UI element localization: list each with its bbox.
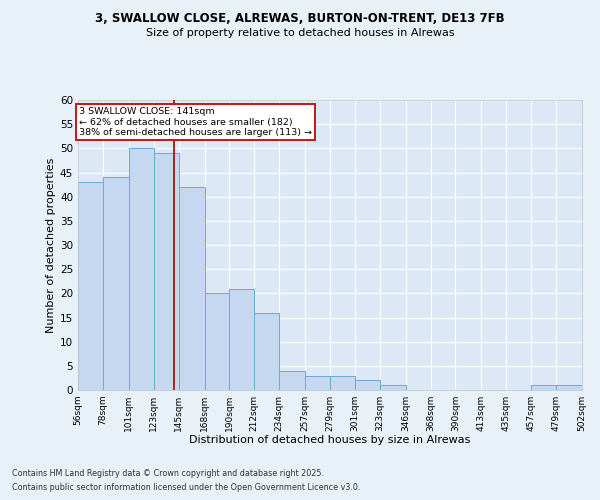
Bar	[279, 370, 305, 390]
Text: Contains public sector information licensed under the Open Government Licence v3: Contains public sector information licen…	[12, 484, 361, 492]
Bar	[229, 288, 254, 390]
Text: Size of property relative to detached houses in Alrewas: Size of property relative to detached ho…	[146, 28, 454, 38]
Text: Contains HM Land Registry data © Crown copyright and database right 2025.: Contains HM Land Registry data © Crown c…	[12, 468, 324, 477]
Bar	[305, 376, 330, 390]
Bar	[330, 376, 355, 390]
Bar	[556, 385, 582, 390]
Bar	[355, 380, 380, 390]
Bar	[205, 294, 229, 390]
Bar	[254, 312, 279, 390]
Bar	[129, 148, 154, 390]
Bar	[582, 385, 600, 390]
Y-axis label: Number of detached properties: Number of detached properties	[46, 158, 56, 332]
Text: 3 SWALLOW CLOSE: 141sqm
← 62% of detached houses are smaller (182)
38% of semi-d: 3 SWALLOW CLOSE: 141sqm ← 62% of detache…	[79, 108, 312, 137]
Bar	[531, 385, 556, 390]
Bar	[103, 178, 129, 390]
Bar	[154, 153, 179, 390]
Bar	[380, 385, 406, 390]
Bar	[78, 182, 103, 390]
X-axis label: Distribution of detached houses by size in Alrewas: Distribution of detached houses by size …	[190, 436, 470, 446]
Text: 3, SWALLOW CLOSE, ALREWAS, BURTON-ON-TRENT, DE13 7FB: 3, SWALLOW CLOSE, ALREWAS, BURTON-ON-TRE…	[95, 12, 505, 26]
Bar	[179, 187, 205, 390]
